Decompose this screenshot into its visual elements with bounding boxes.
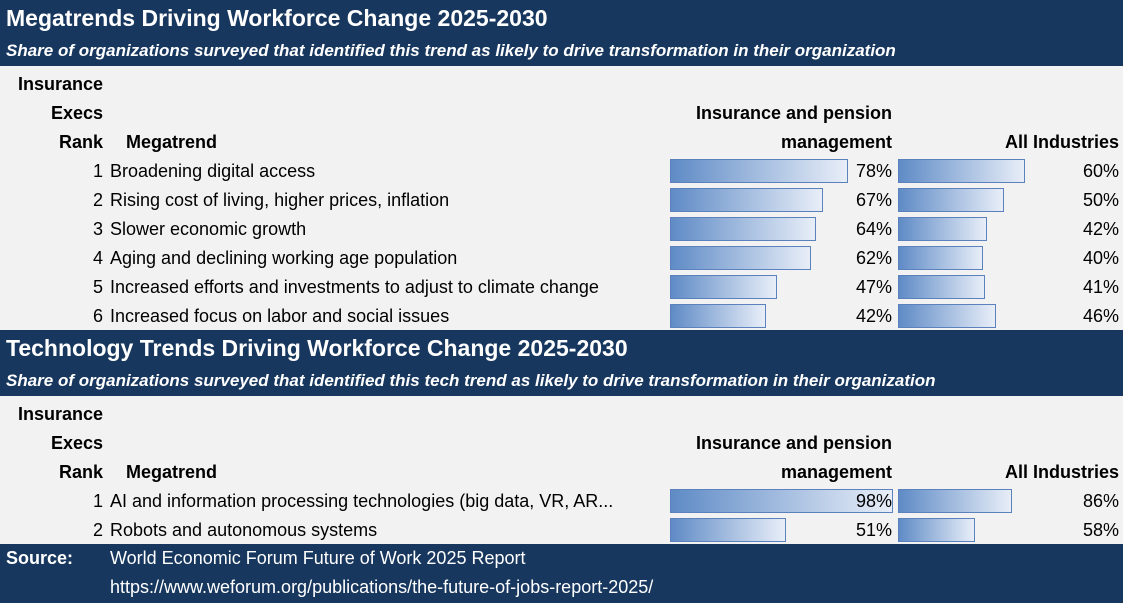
section-header: Technology Trends Driving Workforce Chan… xyxy=(0,330,1123,396)
rank-cell: 4 xyxy=(92,248,103,268)
insurance-header-line1: Insurance and pension xyxy=(695,433,892,453)
all-industries-pct: 60% xyxy=(1082,161,1119,181)
rank-cell: 3 xyxy=(92,219,103,239)
table-row: 3 Slower economic growth 64% 42% xyxy=(0,215,1123,244)
megatrend-cell: Broadening digital access xyxy=(110,161,316,181)
header-row: Rank Megatrend management All Industries xyxy=(0,458,1123,487)
all-industries-pct: 50% xyxy=(1082,190,1119,210)
all-industries-pct: 41% xyxy=(1082,277,1119,297)
rank-cell: 2 xyxy=(92,190,103,210)
megatrend-cell: AI and information processing technologi… xyxy=(110,491,614,511)
insurance-data-bar xyxy=(670,246,812,270)
all-industries-pct: 58% xyxy=(1082,520,1119,540)
insurance-pct: 51% xyxy=(855,520,892,540)
insurance-data-bar xyxy=(670,275,778,299)
insurance-pct: 64% xyxy=(855,219,892,239)
insurance-pct: 78% xyxy=(855,161,892,181)
header-row: Insurance xyxy=(0,400,1123,429)
table-row: 1 Broadening digital access 78% 60% xyxy=(0,157,1123,186)
all-industries-pct: 86% xyxy=(1082,491,1119,511)
insurance-header-line2: management xyxy=(780,462,892,482)
rank-header-line1: Insurance xyxy=(17,74,103,94)
header-row: Insurance xyxy=(0,70,1123,99)
all-industries-data-bar xyxy=(898,159,1026,183)
insurance-data-bar xyxy=(670,188,823,212)
all-industries-header: All Industries xyxy=(1004,132,1119,152)
rank-cell: 6 xyxy=(92,306,103,326)
table-row: 4 Aging and declining working age popula… xyxy=(0,244,1123,273)
all-industries-data-bar xyxy=(898,217,988,241)
insurance-data-bar xyxy=(670,518,787,542)
all-industries-data-bar xyxy=(898,518,976,542)
megatrend-cell: Rising cost of living, higher prices, in… xyxy=(110,190,450,210)
megatrend-cell: Aging and declining working age populati… xyxy=(110,248,458,268)
section-title: Megatrends Driving Workforce Change 2025… xyxy=(6,5,548,31)
insurance-pct: 98% xyxy=(855,491,892,511)
header-row: Execs Insurance and pension xyxy=(0,429,1123,458)
rank-header-line3: Rank xyxy=(58,132,103,152)
insurance-data-bar xyxy=(670,159,848,183)
all-industries-pct: 40% xyxy=(1082,248,1119,268)
rank-cell: 1 xyxy=(92,161,103,181)
megatrend-cell: Increased efforts and investments to adj… xyxy=(110,277,599,297)
insurance-data-bar xyxy=(670,489,894,513)
megatrend-cell: Slower economic growth xyxy=(110,219,307,239)
rank-cell: 1 xyxy=(92,491,103,511)
source-footer: Source: World Economic Forum Future of W… xyxy=(0,544,1123,603)
source-title: World Economic Forum Future of Work 2025… xyxy=(110,548,526,568)
rank-header-line3: Rank xyxy=(58,462,103,482)
header-row: Execs Insurance and pension xyxy=(0,99,1123,128)
all-industries-header: All Industries xyxy=(1004,462,1119,482)
rank-header-line2: Execs xyxy=(50,433,103,453)
insurance-pct: 47% xyxy=(855,277,892,297)
megatrend-header: Megatrend xyxy=(126,132,218,152)
header-row: Rank Megatrend management All Industries xyxy=(0,128,1123,157)
megatrend-header: Megatrend xyxy=(126,462,218,482)
section-subtitle: Share of organizations surveyed that ide… xyxy=(6,371,936,390)
table-row: 2 Rising cost of living, higher prices, … xyxy=(0,186,1123,215)
table-row: 5 Increased efforts and investments to a… xyxy=(0,273,1123,302)
insurance-pct: 42% xyxy=(855,306,892,326)
table-row: 2 Robots and autonomous systems 51% 58% xyxy=(0,516,1123,545)
insurance-data-bar xyxy=(670,304,766,328)
insurance-pct: 67% xyxy=(855,190,892,210)
table-row: 6 Increased focus on labor and social is… xyxy=(0,302,1123,331)
all-industries-data-bar xyxy=(898,304,996,328)
all-industries-data-bar xyxy=(898,246,983,270)
table-row: 1 AI and information processing technolo… xyxy=(0,487,1123,516)
all-industries-data-bar xyxy=(898,489,1013,513)
rank-cell: 2 xyxy=(92,520,103,540)
source-url[interactable]: https://www.weforum.org/publications/the… xyxy=(110,577,654,597)
section-header: Megatrends Driving Workforce Change 2025… xyxy=(0,0,1123,66)
insurance-pct: 62% xyxy=(855,248,892,268)
all-industries-pct: 42% xyxy=(1082,219,1119,239)
insurance-data-bar xyxy=(670,217,816,241)
all-industries-data-bar xyxy=(898,275,985,299)
megatrend-cell: Robots and autonomous systems xyxy=(110,520,378,540)
all-industries-pct: 46% xyxy=(1082,306,1119,326)
all-industries-data-bar xyxy=(898,188,1004,212)
rank-cell: 5 xyxy=(92,277,103,297)
rank-header-line2: Execs xyxy=(50,103,103,123)
insurance-header-line1: Insurance and pension xyxy=(695,103,892,123)
insurance-header-line2: management xyxy=(780,132,892,152)
section-title: Technology Trends Driving Workforce Chan… xyxy=(6,335,628,361)
megatrend-cell: Increased focus on labor and social issu… xyxy=(110,306,450,326)
source-label: Source: xyxy=(6,548,74,568)
rank-header-line1: Insurance xyxy=(17,404,103,424)
section-subtitle: Share of organizations surveyed that ide… xyxy=(6,41,896,60)
